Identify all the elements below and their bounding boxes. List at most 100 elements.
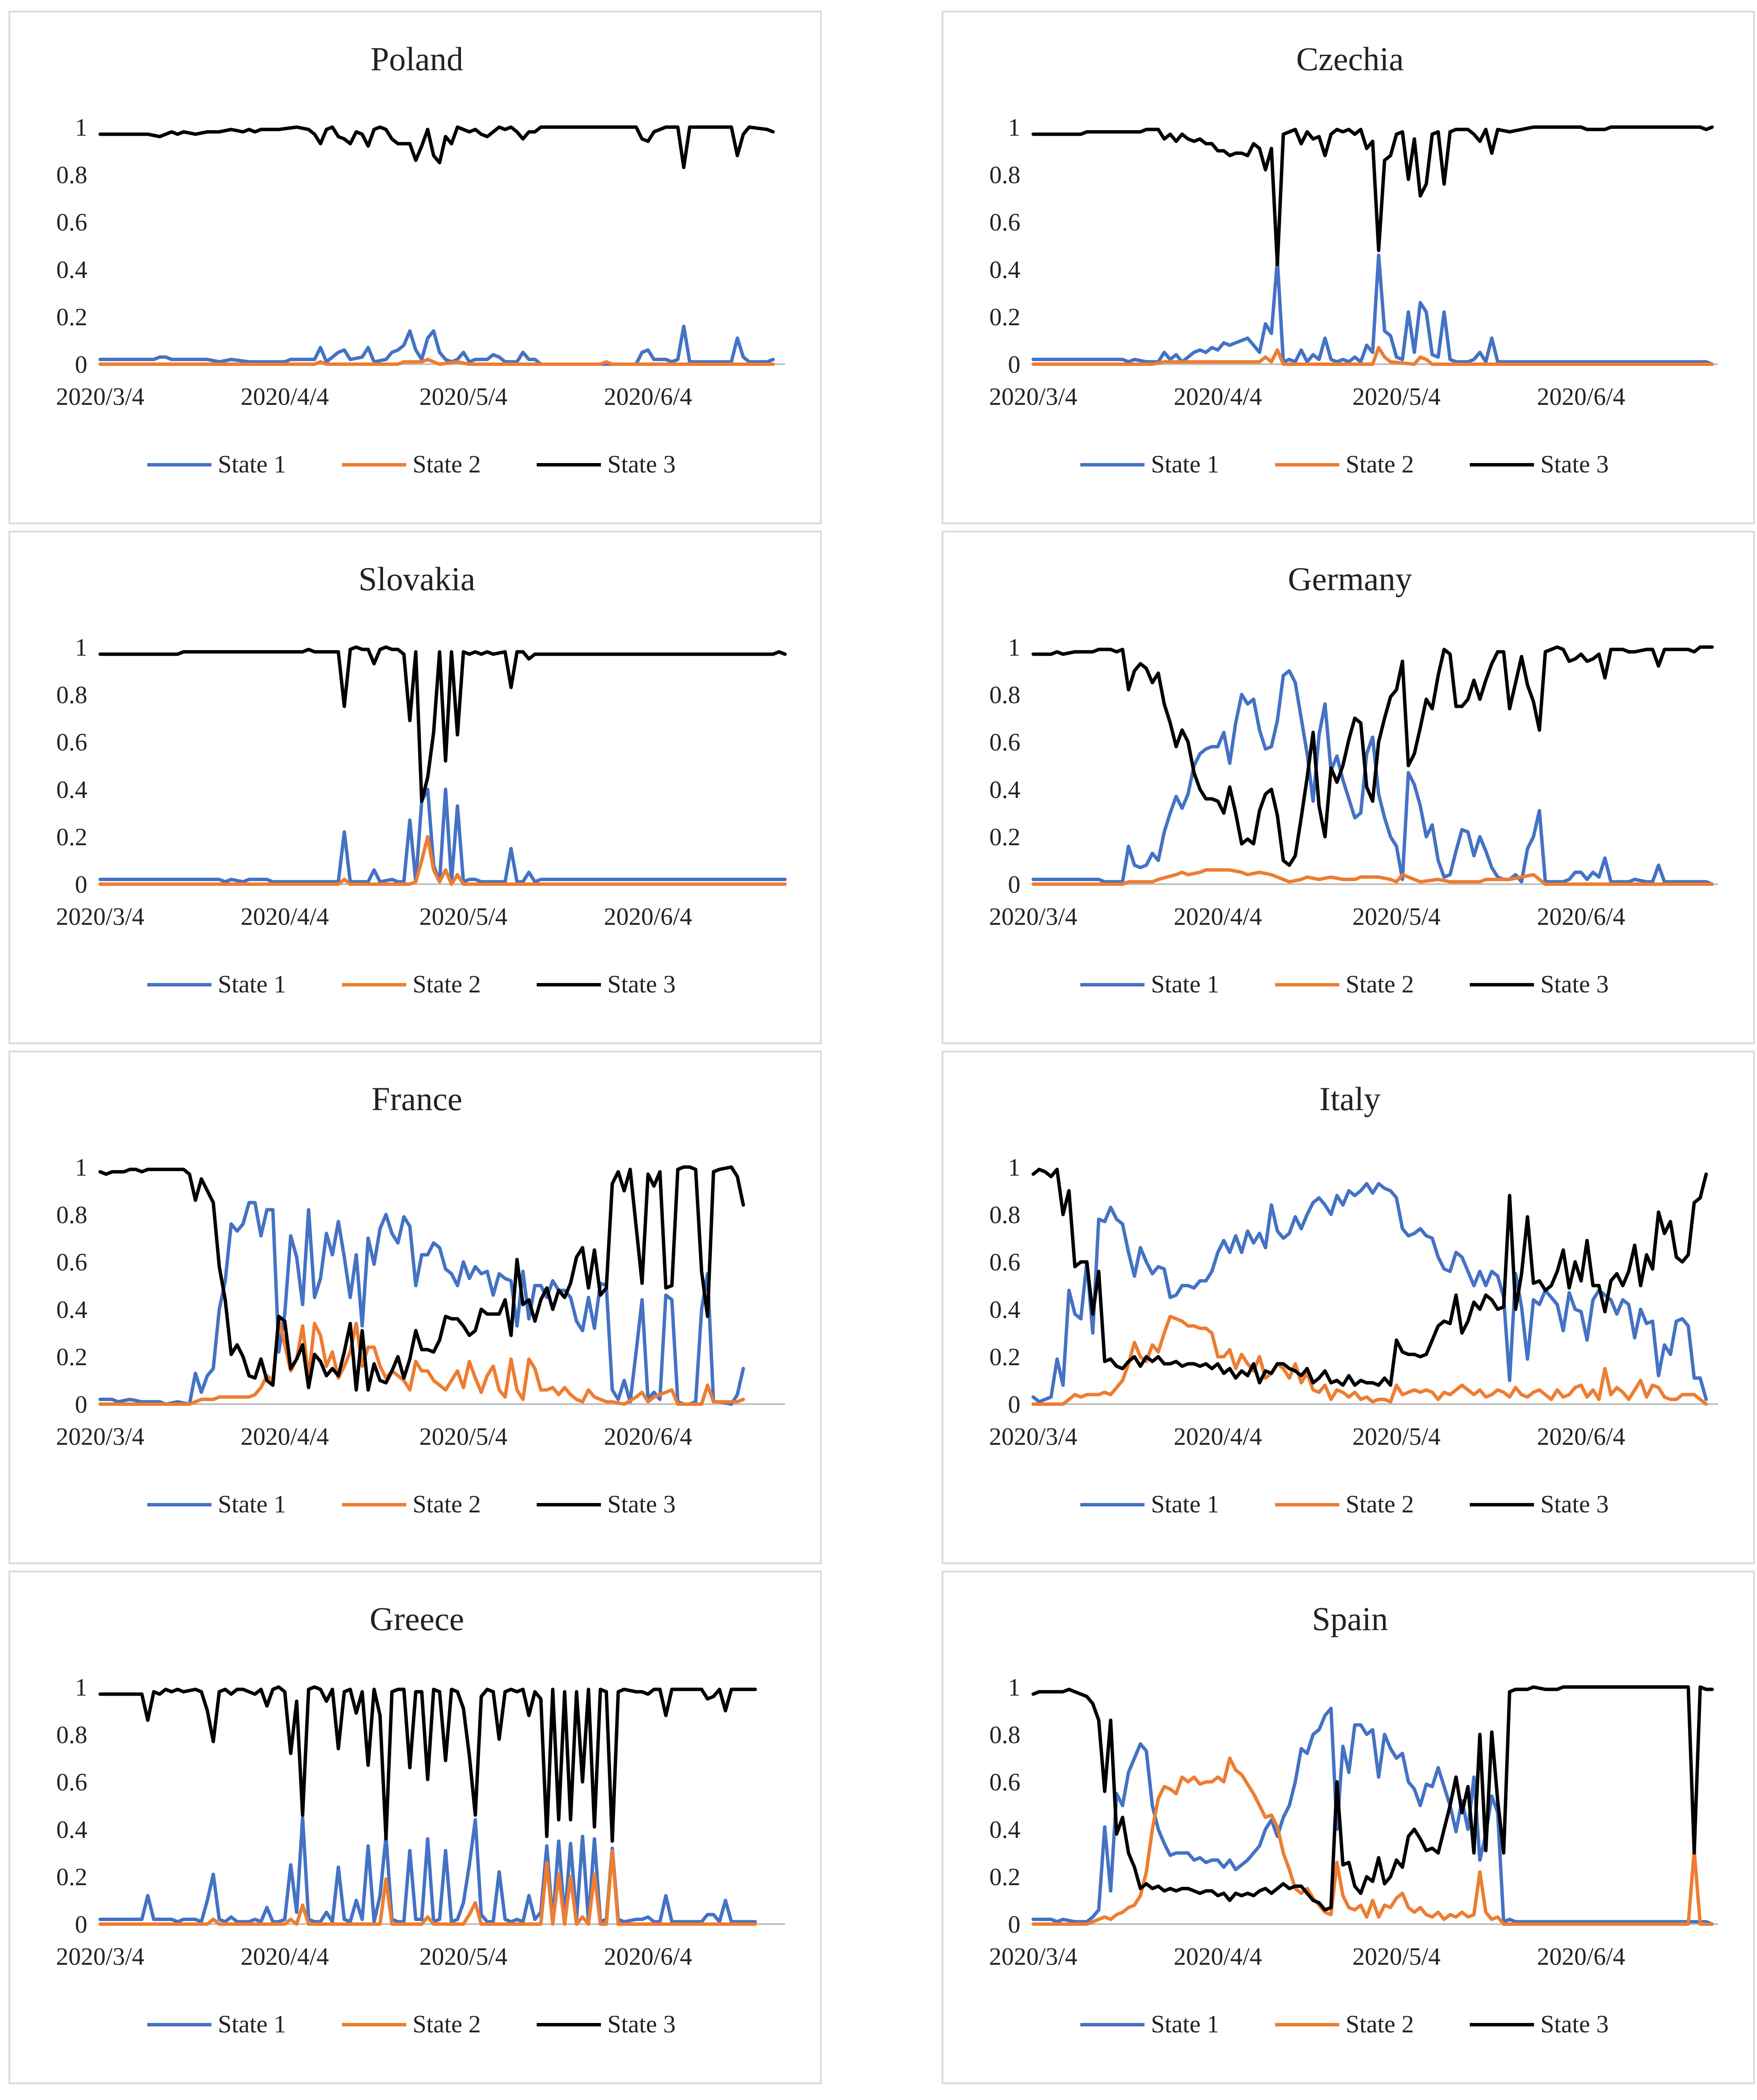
legend-label-state-1: State 1 — [1151, 450, 1219, 478]
chart-title: Slovakia — [359, 560, 476, 597]
x-tick-label: 2020/6/4 — [604, 1943, 692, 1970]
series-line-state-1 — [98, 1201, 745, 1406]
y-tick-label: 0.8 — [56, 161, 88, 189]
chart-panel-slovakia: Slovakia 0 0.2 0.4 0.6 0.8 1 2020/3/4 2020/4/4 20… — [9, 531, 822, 1044]
y-tick-label: 0 — [75, 350, 87, 378]
series-line-state-3 — [98, 125, 775, 169]
y-tick-label: 0.6 — [56, 1768, 88, 1796]
y-tick-label: 1 — [75, 633, 87, 661]
y-tick-label: 0.4 — [56, 1295, 88, 1323]
chart-panel-france: France 0 0.2 0.4 0.6 0.8 1 2020/3/4 2020/4/4 2020… — [9, 1051, 822, 1564]
y-tick-label: 0.6 — [990, 728, 1021, 756]
y-tick-label: 0.8 — [56, 1721, 88, 1749]
x-tick-label: 2020/3/4 — [989, 383, 1077, 410]
series-line-state-1 — [1032, 1182, 1708, 1404]
y-tick-label: 0.6 — [990, 1248, 1021, 1276]
y-tick-label: 0.4 — [990, 1295, 1021, 1323]
legend-label-state-1: State 1 — [218, 450, 286, 478]
series-line-state-1 — [98, 787, 787, 884]
chart-title: Spain — [1312, 1600, 1388, 1637]
x-tick-label: 2020/6/4 — [1537, 1943, 1625, 1970]
x-tick-label: 2020/3/4 — [56, 1423, 144, 1450]
y-tick-label: 1 — [1008, 113, 1020, 141]
y-tick-label: 0 — [1008, 350, 1020, 378]
y-tick-label: 0.2 — [990, 303, 1021, 331]
x-tick-label: 2020/4/4 — [1174, 903, 1262, 930]
x-tick-label: 2020/4/4 — [1174, 383, 1262, 410]
x-tick-label: 2020/5/4 — [1353, 903, 1441, 930]
chart-svg: Greece 0 0.2 0.4 0.6 0.8 1 2020/3/4 2020/4/4 2020… — [56, 1600, 785, 2038]
series-line-state-1 — [98, 324, 775, 366]
series-line-state-2 — [98, 1849, 757, 1926]
chart-svg: Slovakia 0 0.2 0.4 0.6 0.8 1 2020/3/4 2020/4/4 20… — [56, 560, 787, 998]
y-tick-label: 0.6 — [990, 1768, 1021, 1796]
y-tick-label: 0.4 — [990, 1815, 1021, 1843]
chart-title: France — [372, 1080, 462, 1117]
legend-label-state-3: State 3 — [1540, 970, 1608, 998]
x-tick-label: 2020/3/4 — [56, 903, 144, 930]
series-line-state-3 — [1032, 1685, 1714, 1912]
y-tick-label: 0 — [75, 1390, 87, 1418]
chart-svg: France 0 0.2 0.4 0.6 0.8 1 2020/3/4 2020/4/4 2020… — [56, 1080, 785, 1518]
chart-svg: Italy 0 0.2 0.4 0.6 0.8 1 2020/3/4 2020/4/4 2020/… — [989, 1080, 1718, 1518]
series-line-state-3 — [98, 1685, 757, 1843]
x-tick-label: 2020/4/4 — [241, 383, 329, 410]
x-tick-label: 2020/5/4 — [1353, 1943, 1441, 1970]
x-tick-label: 2020/5/4 — [419, 1423, 508, 1450]
series-line-state-3 — [98, 1165, 745, 1392]
y-tick-label: 1 — [1008, 1673, 1020, 1701]
y-tick-label: 0.8 — [990, 161, 1021, 189]
y-tick-label: 0.8 — [56, 681, 88, 709]
series-line-state-2 — [1032, 868, 1714, 886]
x-tick-label: 2020/4/4 — [241, 903, 329, 930]
legend-label-state-2: State 2 — [413, 1490, 481, 1518]
series-line-state-2 — [1032, 1315, 1708, 1406]
legend-label-state-3: State 3 — [607, 1490, 675, 1518]
legend-label-state-2: State 2 — [1346, 970, 1414, 998]
legend-label-state-2: State 2 — [413, 2010, 481, 2038]
series-line-state-3 — [1032, 125, 1714, 267]
y-tick-label: 1 — [1008, 633, 1020, 661]
legend-label-state-3: State 3 — [607, 2010, 675, 2038]
y-tick-label: 0 — [1008, 870, 1020, 898]
x-tick-label: 2020/5/4 — [419, 1943, 508, 1970]
x-tick-label: 2020/6/4 — [1537, 903, 1625, 930]
chart-svg: Czechia 0 0.2 0.4 0.6 0.8 1 2020/3/4 2020/4/4 202… — [989, 40, 1718, 478]
chart-title: Italy — [1320, 1080, 1381, 1117]
y-tick-label: 0.4 — [56, 775, 88, 803]
chart-title: Poland — [371, 40, 464, 77]
y-tick-label: 0.2 — [990, 1863, 1021, 1891]
y-tick-label: 0 — [75, 1910, 87, 1938]
y-tick-label: 0.8 — [990, 1201, 1021, 1229]
legend-label-state-1: State 1 — [218, 970, 286, 998]
x-tick-label: 2020/3/4 — [56, 383, 144, 410]
x-tick-label: 2020/3/4 — [989, 1943, 1077, 1970]
chart-panel-greece: Greece 0 0.2 0.4 0.6 0.8 1 2020/3/4 2020/4/4 2020… — [9, 1571, 822, 2084]
legend-label-state-2: State 2 — [1346, 1490, 1414, 1518]
chart-title: Czechia — [1296, 40, 1403, 77]
y-tick-label: 0.6 — [990, 208, 1021, 236]
chart-title: Greece — [370, 1600, 464, 1637]
chart-svg: Poland 0 0.2 0.4 0.6 0.8 1 2020/3/4 2020/4/4 2020… — [56, 40, 785, 478]
x-tick-label: 2020/4/4 — [241, 1423, 329, 1450]
y-tick-label: 0 — [1008, 1910, 1020, 1938]
x-tick-label: 2020/4/4 — [1174, 1423, 1262, 1450]
series-line-state-1 — [1032, 1706, 1714, 1926]
y-tick-label: 0.8 — [990, 1721, 1021, 1749]
legend-label-state-1: State 1 — [1151, 2010, 1219, 2038]
legend-label-state-1: State 1 — [218, 1490, 286, 1518]
legend-label-state-2: State 2 — [1346, 450, 1414, 478]
legend-label-state-3: State 3 — [607, 450, 675, 478]
x-tick-label: 2020/3/4 — [989, 903, 1077, 930]
chart-svg: Spain 0 0.2 0.4 0.6 0.8 1 2020/3/4 2020/4/4 2020/… — [989, 1600, 1718, 2038]
y-tick-label: 1 — [1008, 1153, 1020, 1181]
legend-label-state-3: State 3 — [1540, 450, 1608, 478]
legend-label-state-2: State 2 — [413, 450, 481, 478]
series-line-state-3 — [98, 645, 787, 803]
x-tick-label: 2020/6/4 — [1537, 1423, 1625, 1450]
y-tick-label: 0.2 — [56, 823, 88, 851]
y-tick-label: 0.2 — [56, 303, 88, 331]
y-tick-label: 0.4 — [990, 255, 1021, 283]
series-line-state-2 — [98, 835, 787, 886]
y-tick-label: 1 — [75, 1153, 87, 1181]
